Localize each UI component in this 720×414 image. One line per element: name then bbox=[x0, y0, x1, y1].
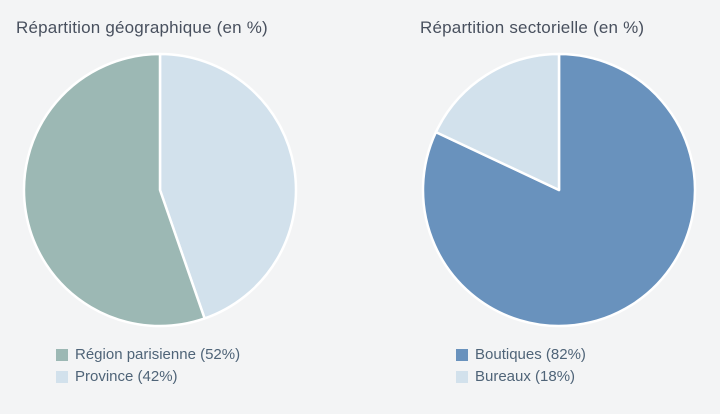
pie-slice-région-parisienne[interactable] bbox=[22, 52, 206, 328]
legend-label: Province (42%) bbox=[75, 368, 178, 385]
legend-item-province[interactable]: Province (42%) bbox=[56, 368, 240, 385]
legend-sectorielle: Boutiques (82%) Bureaux (18%) bbox=[456, 346, 586, 385]
chart-title-geographique: Répartition géographique (en %) bbox=[16, 18, 268, 37]
pie-slice-bureaux[interactable] bbox=[434, 52, 561, 192]
chart-title-sectorielle: Répartition sectorielle (en %) bbox=[420, 18, 645, 37]
legend-label: Boutiques (82%) bbox=[475, 346, 586, 363]
pie-chart-geographique bbox=[22, 52, 298, 328]
legend-geographique: Région parisienne (52%) Province (42%) bbox=[56, 346, 240, 385]
legend-label: Bureaux (18%) bbox=[475, 368, 576, 385]
legend-label: Région parisienne (52%) bbox=[75, 346, 241, 363]
legend-item-bureaux[interactable]: Bureaux (18%) bbox=[456, 368, 586, 385]
legend-swatch bbox=[456, 370, 468, 383]
legend-swatch bbox=[456, 348, 468, 361]
pie-slice-boutiques[interactable] bbox=[421, 52, 697, 328]
pie-chart-sectorielle bbox=[421, 52, 697, 328]
legend-item-région-parisienne[interactable]: Région parisienne (52%) bbox=[56, 346, 240, 363]
legend-swatch bbox=[56, 370, 68, 383]
legend-item-boutiques[interactable]: Boutiques (82%) bbox=[456, 346, 586, 363]
pie-slice-province[interactable] bbox=[158, 52, 298, 320]
legend-swatch bbox=[56, 348, 68, 361]
